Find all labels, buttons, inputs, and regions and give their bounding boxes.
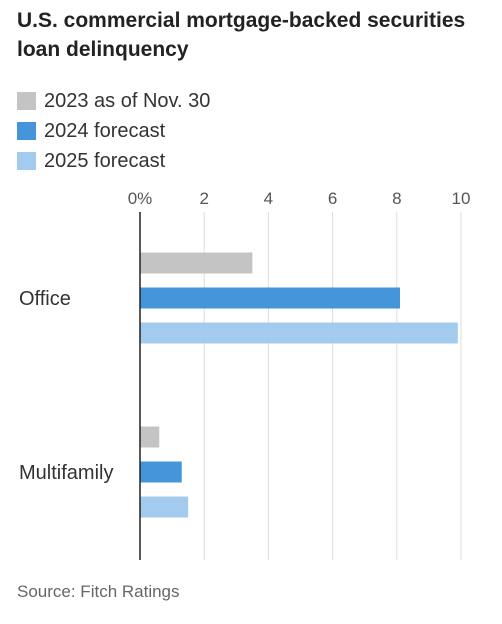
legend-swatch-2025 — [17, 152, 36, 170]
chart-title: U.S. commercial mortgage-backed securiti… — [17, 9, 466, 61]
x-tick-label-4: 4 — [264, 189, 273, 208]
x-tick-label-6: 6 — [328, 189, 337, 208]
bar-multifamily-2 — [140, 496, 189, 518]
legend-swatch-2023 — [17, 92, 36, 110]
legend-label-2024: 2024 forecast — [44, 120, 166, 142]
bar-office-1 — [140, 287, 401, 309]
x-tick-label-8: 8 — [392, 189, 401, 208]
category-label-office: Office — [19, 288, 71, 310]
x-tick-label-0: 0% — [128, 189, 153, 208]
category-label-multifamily: Multifamily — [19, 462, 113, 484]
legend-item-2023: 2023 as of Nov. 30 — [17, 86, 317, 116]
x-tick-label-2: 2 — [199, 189, 208, 208]
legend-item-2025: 2025 forecast — [17, 146, 317, 176]
x-tick-label-10: 10 — [452, 189, 471, 208]
legend-item-2024: 2024 forecast — [17, 116, 317, 146]
bar-multifamily-1 — [140, 461, 182, 483]
legend-label-2023: 2023 as of Nov. 30 — [44, 90, 211, 112]
bar-office-0 — [140, 252, 253, 274]
legend-label-2025: 2025 forecast — [44, 150, 166, 172]
source-note: Source: Fitch Ratings — [17, 582, 180, 601]
bar-office-2 — [140, 322, 458, 344]
bar-multifamily-0 — [140, 426, 160, 448]
legend-swatch-2024 — [17, 122, 36, 140]
